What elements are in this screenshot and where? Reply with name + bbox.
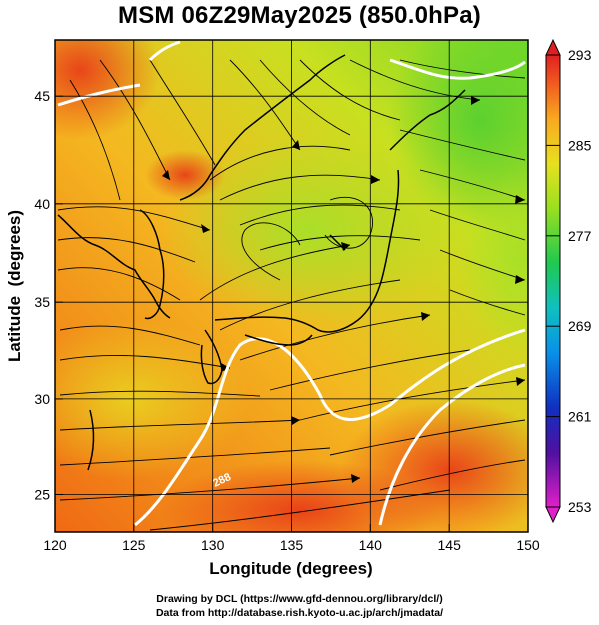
chart-title: MSM 06Z29May2025 (850.0hPa) [118, 2, 481, 29]
credit-drawing: Drawing by DCL (https://www.gfd-dennou.o… [156, 593, 443, 605]
y-tick-label: 45 [34, 88, 50, 104]
y-tick-label: 40 [34, 196, 50, 212]
colorbar-max-arrow [545, 38, 561, 56]
colorbar-tick-label: 285 [568, 137, 592, 153]
colorbar [545, 38, 561, 524]
x-axis-label: Longitude (degrees) [209, 559, 372, 578]
credits: Drawing by DCL (https://www.gfd-dennou.o… [0, 592, 599, 620]
colorbar-tick-label: 261 [568, 409, 592, 425]
y-tick-label: 25 [34, 487, 50, 503]
y-tick-labels: 25 30 35 40 45 [34, 88, 50, 502]
x-tick-label: 150 [516, 537, 540, 553]
grid-lines [55, 40, 528, 532]
colorbar-tick-label: 269 [568, 318, 592, 334]
x-tick-label: 145 [438, 537, 462, 553]
colorbar-tick-labels: 253 261 269 277 285 293 [568, 47, 592, 515]
colorbar-gradient [545, 54, 561, 508]
colorbar-tick-label: 293 [568, 47, 592, 63]
x-tick-label: 130 [201, 537, 225, 553]
x-tick-label: 135 [280, 537, 304, 553]
colorbar-tick-label: 277 [568, 228, 592, 244]
contour-288: 288 [57, 40, 526, 527]
x-tick-label: 140 [359, 537, 383, 553]
x-tick-label: 120 [43, 537, 67, 553]
y-axis-label: Latitude (degrees) [5, 210, 24, 362]
y-tick-label: 30 [34, 391, 50, 407]
tick-marks [54, 95, 529, 532]
colorbar-tick-label: 253 [568, 499, 592, 515]
streamline-arrows [162, 96, 525, 483]
temperature-field [55, 40, 528, 532]
x-tick-label: 125 [122, 537, 146, 553]
y-tick-label: 35 [34, 294, 50, 310]
x-tick-labels: 120 125 130 135 140 145 150 [43, 537, 540, 553]
colorbar-min-arrow [545, 506, 561, 524]
credit-data: Data from http://database.rish.kyoto-u.a… [155, 607, 444, 619]
coastlines [57, 54, 466, 471]
